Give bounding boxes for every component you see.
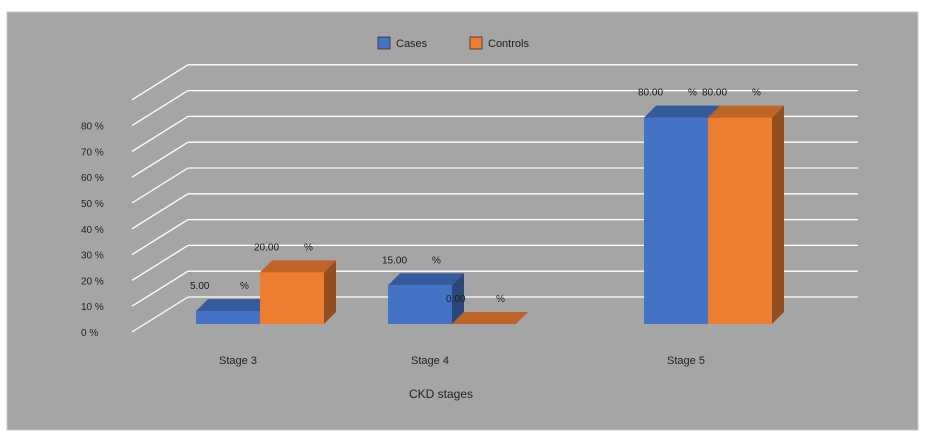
data-label: 80.00 [638,88,663,99]
grid-diagonal [131,296,189,333]
legend-swatch [377,36,391,50]
grid-diagonal [131,270,189,307]
y-tick-label: 30 % [81,251,104,262]
grid-diagonal [131,141,189,178]
y-tick-label: 20 % [81,276,104,287]
bar [708,117,772,324]
bar-top [388,273,464,286]
data-label-unit: % [752,88,761,99]
grid-diagonal [131,115,189,152]
bar [644,117,708,324]
bar-top [260,260,336,273]
grid-diagonal [131,90,189,127]
bar-top [196,299,272,312]
data-label-unit: % [304,242,313,253]
bar-side [772,105,784,324]
data-label: 80.00 [702,88,727,99]
grid-diagonal [131,64,189,101]
x-tick-label: Stage 4 [411,355,449,367]
data-label-unit: % [496,294,505,305]
grid-diagonal [131,193,189,230]
data-labels: 5.00 % 20.00 % 15.00 % 0.00 % 80.00% 80.00% [190,88,761,305]
bar-top [708,105,784,118]
data-label: 15.00 [382,255,407,266]
grid-diagonal [131,244,189,281]
legend-label: Controls [488,38,529,50]
data-label-unit: % [432,255,441,266]
data-label-unit: % [688,88,697,99]
x-axis-tick-labels: Stage 3 Stage 4 Stage 5 [219,355,705,367]
bars [196,105,784,324]
bar [260,272,324,324]
y-tick-label: 60 % [81,173,104,184]
data-label-unit: % [240,281,249,292]
x-tick-label: Stage 3 [219,355,257,367]
bar-side [452,273,464,324]
y-tick-label: 50 % [81,199,104,210]
y-tick-label: 80 % [81,122,104,133]
legend: Cases Controls [377,36,529,50]
bar [388,285,452,324]
data-label: 5.00 [190,281,210,292]
grid-diagonal [131,167,189,204]
y-tick-label: 70 % [81,147,104,158]
data-label: 20.00 [254,242,279,253]
bar-side [324,260,336,324]
y-tick-label: 40 % [81,225,104,236]
bar-top [452,312,528,324]
bar-top [644,105,720,118]
x-axis-label: CKD stages [409,387,473,401]
y-tick-label: 10 % [81,302,104,313]
grid-diagonal [131,219,189,256]
x-tick-label: Stage 5 [667,355,705,367]
bar [196,311,260,324]
data-label: 0.00 [446,294,466,305]
y-axis-tick-labels: 0 % 10 % 20 % 30 % 40 % 50 % 60 % 70 % 80 % [81,122,104,339]
y-tick-label: 0 % [81,328,98,339]
legend-label: Cases [396,38,428,50]
legend-swatch [469,36,483,50]
